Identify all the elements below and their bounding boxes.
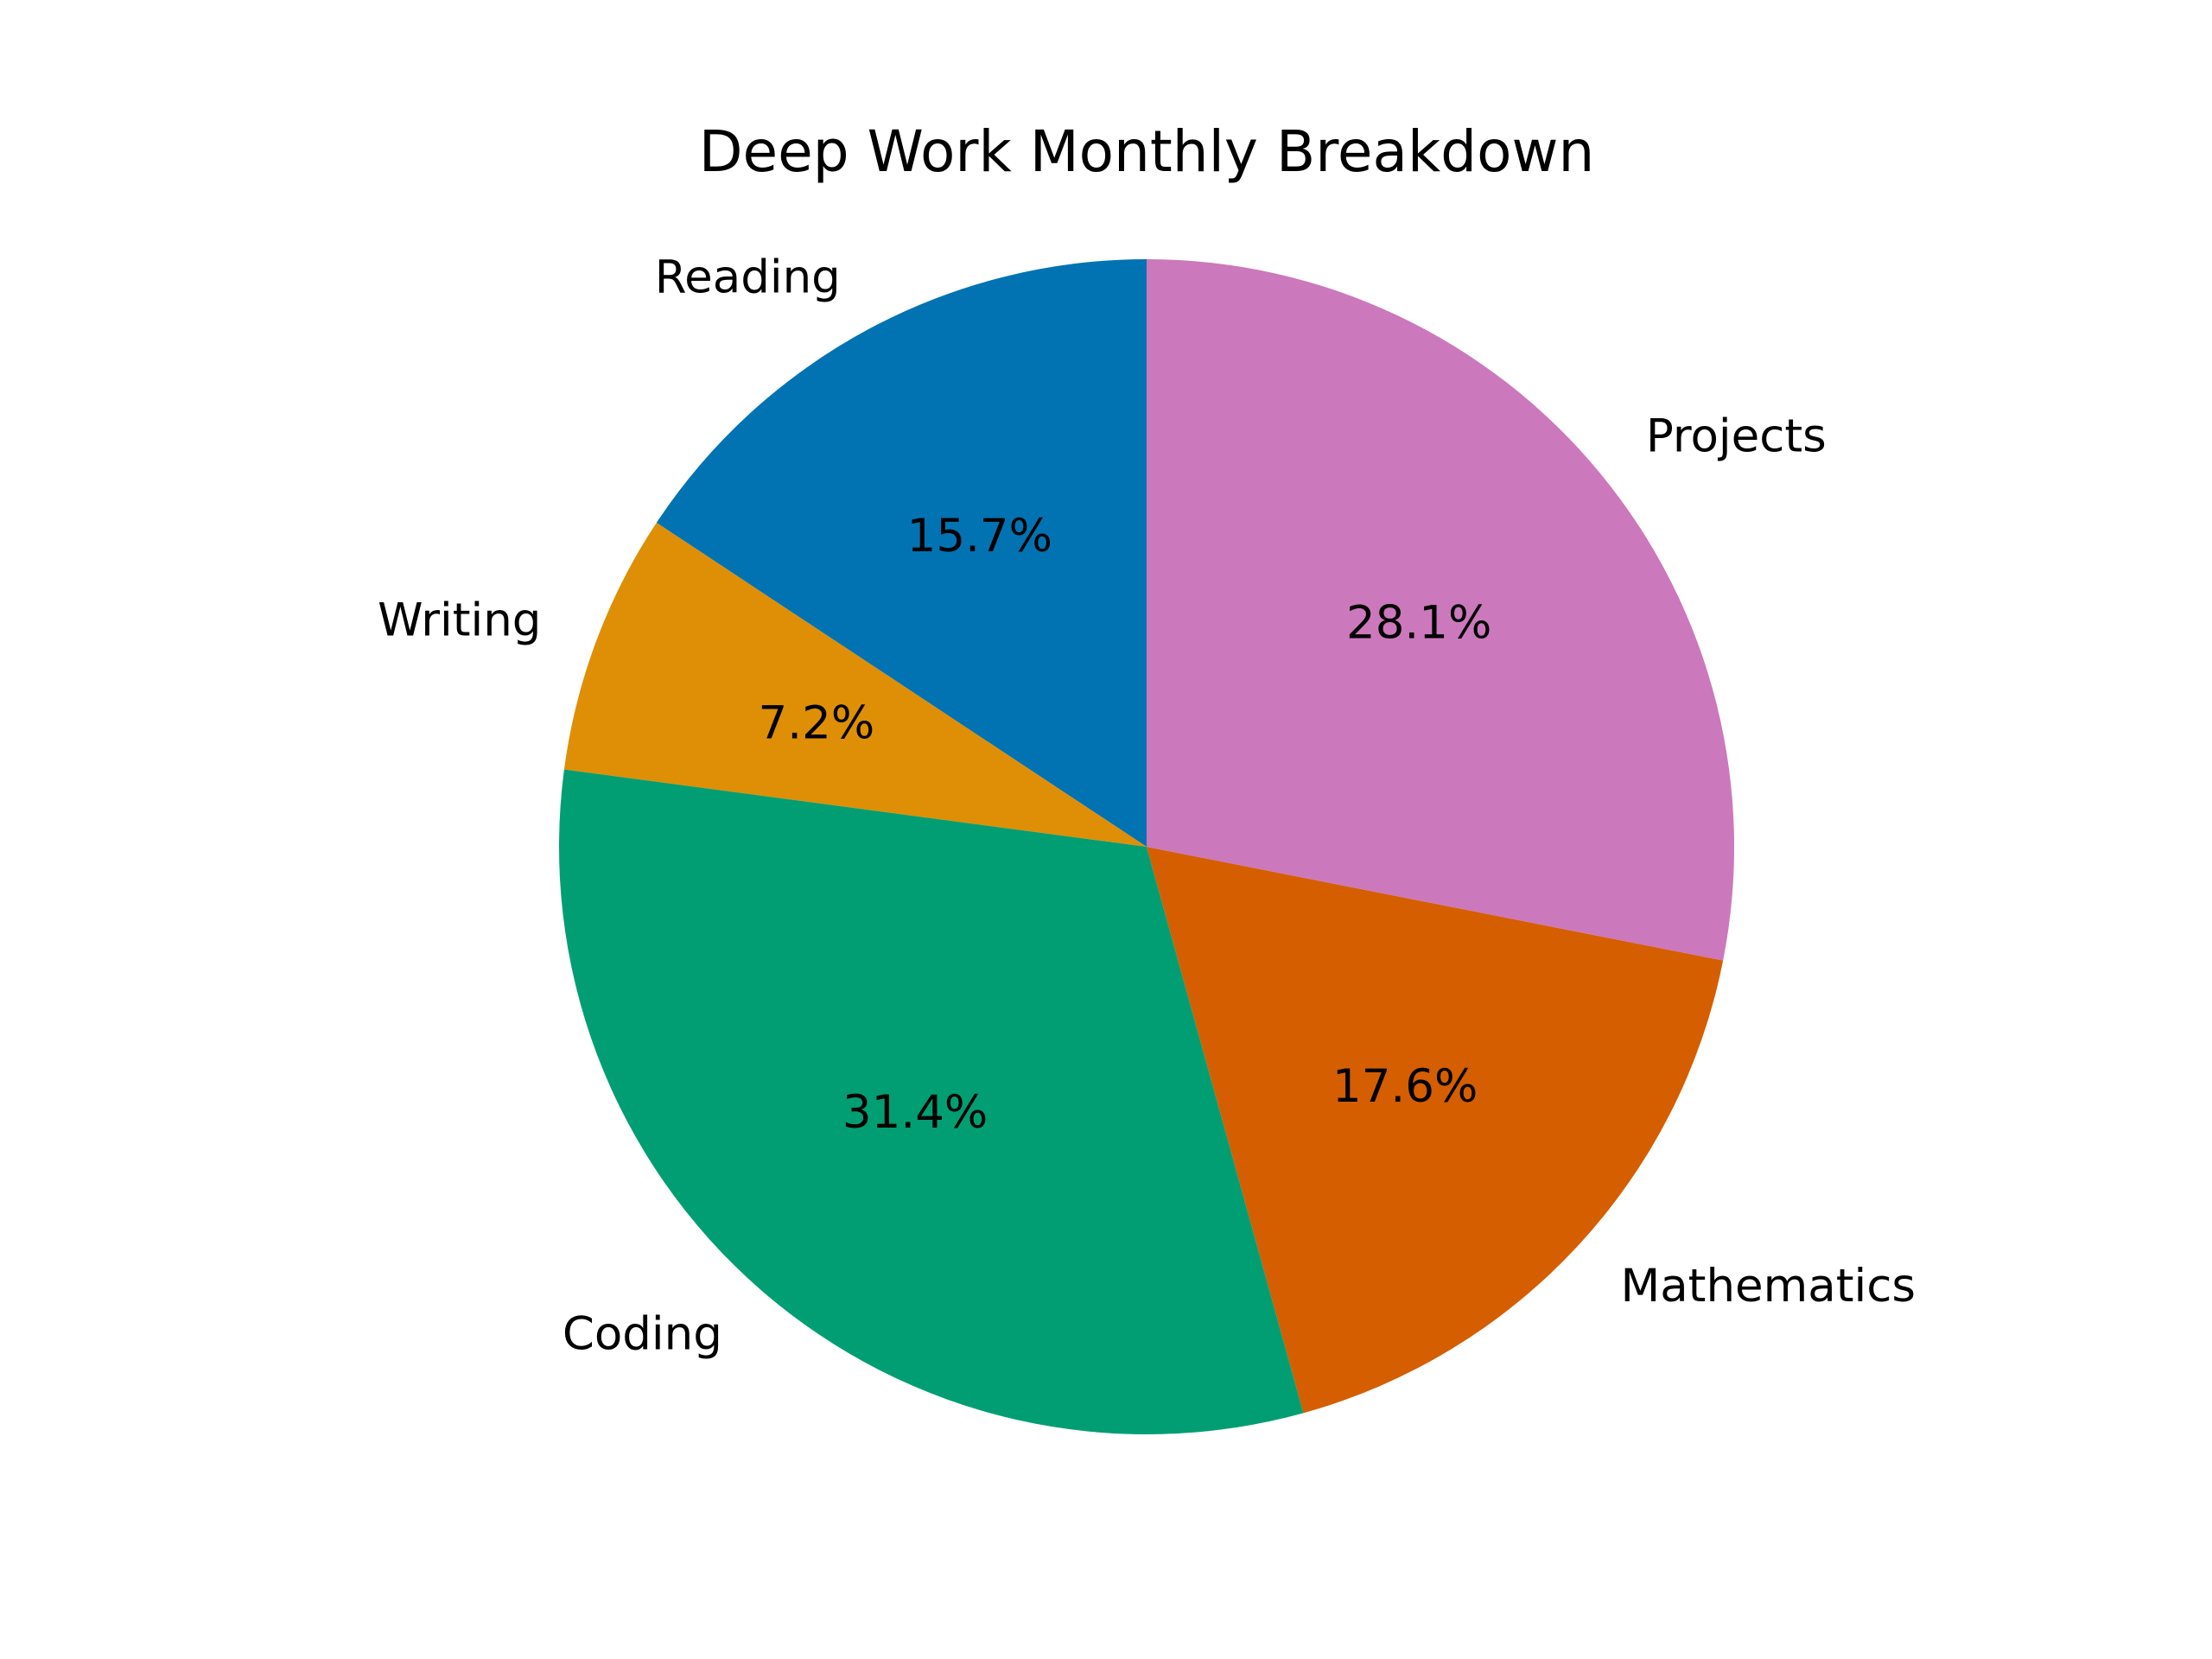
slice-label-mathematics: Mathematics [1620,1260,1916,1313]
pie-labels: Reading 15.7% Writing 7.2% Coding 31.4% Mathem… [378,251,1916,1361]
slice-label-projects: Projects [1646,410,1827,463]
pie-slice-reading [656,259,1147,847]
chart-title: Deep Work Monthly Breakdown [699,118,1595,185]
slice-label-coding: Coding [563,1308,722,1361]
slice-percent-coding: 31.4% [842,1086,988,1139]
pie-slice-coding [559,769,1304,1435]
pie-slice-writing [563,522,1147,847]
pie-slice-projects [1147,259,1734,961]
slice-percent-writing: 7.2% [759,696,875,749]
slice-label-writing: Writing [378,594,541,646]
slice-percent-reading: 15.7% [907,510,1052,563]
slice-percent-mathematics: 17.6% [1332,1060,1478,1113]
slice-label-reading: Reading [655,251,841,304]
pie-slice-mathematics [1147,847,1724,1414]
pie-slices [559,259,1734,1435]
slice-percent-projects: 28.1% [1346,596,1491,649]
